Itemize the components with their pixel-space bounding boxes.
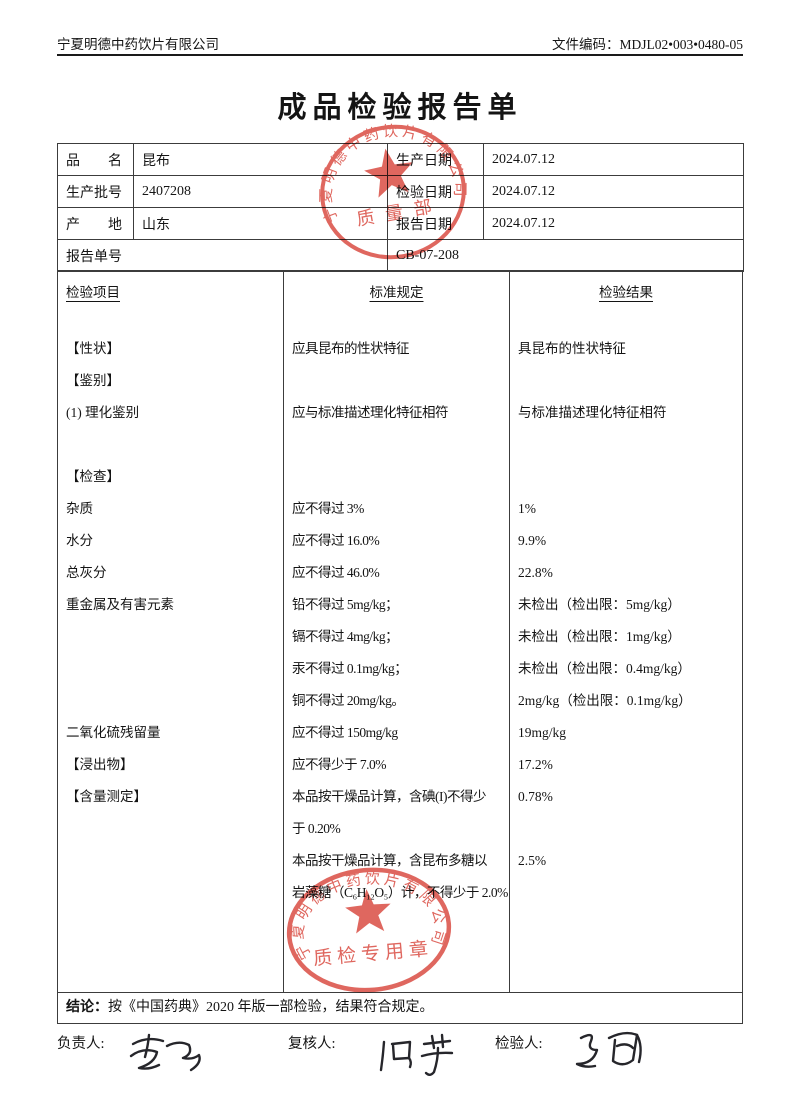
table-cell — [510, 429, 742, 461]
table-cell — [510, 877, 742, 909]
table-cell: 应不得少于 7.0% — [292, 757, 387, 772]
table-cell: 与标准描述理化特征相符 — [518, 405, 667, 420]
report-no-value: CB-07-208 — [387, 239, 744, 272]
table-cell: 本品按干燥品计算，含昆布多糖以 — [292, 853, 488, 868]
table-cell — [284, 365, 509, 397]
table-cell: 【浸出物】 — [66, 757, 134, 772]
table-cell: 于 0.20% — [292, 821, 341, 836]
company-name: 宁夏明德中药饮片有限公司 — [57, 37, 219, 52]
production-date-value: 2024.07.12 — [483, 143, 744, 176]
inspector-label: 检验人: — [495, 1036, 543, 1052]
reviewer-label: 复核人: — [288, 1036, 336, 1052]
signature-inspector — [575, 1031, 642, 1068]
table-cell — [510, 813, 742, 845]
table-cell: 镉不得过 4mg/kg； — [292, 629, 399, 644]
signature-reviewer — [379, 1033, 454, 1076]
table-cell — [510, 461, 742, 493]
page-title: 成品检验报告单 — [277, 92, 523, 124]
document-code: 文件编码：MDJL02•003•0480-05 — [552, 37, 743, 52]
column-header-item: 检验项目 — [66, 285, 120, 300]
table-cell: 2.5% — [518, 853, 547, 868]
table-cell: 【性状】 — [66, 341, 120, 356]
table-row: 生产批号 2407208 检验日期 2024.07.12 — [57, 175, 744, 208]
table-cell: 【含量测定】 — [66, 789, 147, 804]
table-cell — [58, 621, 283, 653]
table-cell: 2mg/kg（检出限：0.1mg/kg） — [518, 693, 692, 708]
standards-column: 应具昆布的性状特征应与标准描述理化特征相符 应不得过 3% 应不得过 16.0% 应不… — [284, 333, 509, 909]
table-cell: 重金属及有害元素 — [66, 597, 174, 612]
table-cell — [58, 685, 283, 717]
report-no-label: 报告单号 — [57, 239, 388, 272]
test-date-value: 2024.07.12 — [483, 175, 744, 208]
report-date-value: 2024.07.12 — [483, 207, 744, 240]
product-name-value: 昆布 — [133, 143, 388, 176]
inspection-table: 检验项目 【性状】【鉴别】 (1) 理化鉴别 【检查】杂质水分总灰分重金属及有害元素… — [57, 270, 743, 1024]
table-cell: 未检出（检出限：1mg/kg） — [518, 629, 681, 644]
report-date-label: 报告日期 — [387, 207, 484, 240]
table-row: 报告单号 CB-07-208 — [57, 239, 744, 272]
document-header: 宁夏明德中药饮片有限公司 文件编码：MDJL02•003•0480-05 — [57, 33, 743, 53]
table-cell — [58, 813, 283, 845]
signatures-row: 负责人: 复核人: 检验人: — [57, 1031, 743, 1092]
table-cell — [58, 653, 283, 685]
table-row: 品 名 昆布 生产日期 2024.07.12 — [57, 143, 744, 176]
table-cell: 二氧化硫残留量 — [66, 725, 161, 740]
table-cell: 未检出（检出限：5mg/kg） — [518, 597, 681, 612]
table-cell: 17.2% — [518, 757, 553, 772]
table-cell: 本品按干燥品计算，含碘(I)不得少 — [292, 789, 487, 804]
table-cell: 应不得过 46.0% — [292, 565, 380, 580]
product-info-table: 品 名 昆布 生产日期 2024.07.12 生产批号 2407208 检验日期… — [57, 143, 744, 272]
column-header-result: 检验结果 — [599, 285, 653, 300]
conclusion-label: 结论： — [66, 1000, 108, 1015]
table-cell: 岩藻糖（C₆H₁₂O₅）计，不得少于 2.0% — [292, 885, 508, 900]
table-cell: 【鉴别】 — [66, 373, 120, 388]
column-header-standard: 标准规定 — [369, 285, 424, 300]
table-cell: 22.8% — [518, 565, 553, 580]
origin-label: 产 地 — [57, 207, 134, 240]
table-cell: 应不得过 3% — [292, 501, 364, 516]
table-cell: 汞不得过 0.1mg/kg； — [292, 661, 408, 676]
origin-value: 山东 — [133, 207, 388, 240]
table-cell: 应不得过 16.0% — [292, 533, 380, 548]
table-cell — [284, 461, 509, 493]
table-cell: 0.78% — [518, 789, 553, 804]
responsible-label: 负责人: — [57, 1036, 105, 1052]
table-cell: 杂质 — [66, 501, 93, 516]
table-cell — [58, 877, 283, 909]
table-cell: 【检查】 — [66, 469, 120, 484]
items-column: 【性状】【鉴别】 (1) 理化鉴别 【检查】杂质水分总灰分重金属及有害元素 二氧化硫残… — [58, 333, 283, 909]
results-column: 具昆布的性状特征与标准描述理化特征相符 1% 9.9% 22.8% 未检出（检出限：5m… — [510, 333, 742, 909]
table-cell: (1) 理化鉴别 — [66, 405, 140, 420]
product-name-label: 品 名 — [57, 143, 134, 176]
table-cell: 具昆布的性状特征 — [518, 341, 626, 356]
table-cell: 总灰分 — [66, 565, 107, 580]
table-cell: 铅不得过 5mg/kg； — [292, 597, 399, 612]
table-cell: 9.9% — [518, 533, 547, 548]
table-cell: 应不得过 150mg/kg — [292, 725, 398, 740]
table-cell — [284, 429, 509, 461]
production-date-label: 生产日期 — [387, 143, 484, 176]
table-cell: 1% — [518, 501, 536, 516]
table-cell — [510, 365, 742, 397]
table-cell: 应与标准描述理化特征相符 — [292, 405, 449, 420]
main-table-body: 检验项目 【性状】【鉴别】 (1) 理化鉴别 【检查】杂质水分总灰分重金属及有害元素… — [58, 271, 742, 992]
table-cell: 19mg/kg — [518, 725, 567, 740]
table-cell — [58, 845, 283, 877]
test-date-label: 检验日期 — [387, 175, 484, 208]
table-cell: 水分 — [66, 533, 93, 548]
table-cell — [58, 429, 283, 461]
table-cell: 铜不得过 20mg/kg。 — [292, 693, 405, 708]
header-divider — [57, 54, 743, 56]
batch-no-label: 生产批号 — [57, 175, 134, 208]
table-cell: 未检出（检出限：0.4mg/kg） — [518, 661, 691, 676]
table-cell: 应具昆布的性状特征 — [292, 341, 410, 356]
conclusion-row: 结论：按《中国药典》2020 年版一部检验，结果符合规定。 — [58, 992, 742, 1023]
conclusion-text: 按《中国药典》2020 年版一部检验，结果符合规定。 — [108, 1000, 434, 1015]
batch-no-value: 2407208 — [133, 175, 388, 208]
table-row: 产 地 山东 报告日期 2024.07.12 — [57, 207, 744, 240]
signature-responsible — [129, 1033, 201, 1072]
